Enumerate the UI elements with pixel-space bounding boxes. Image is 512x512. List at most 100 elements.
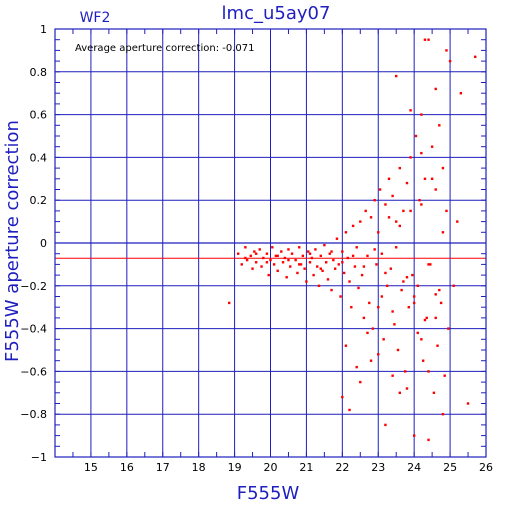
data-point: [314, 248, 317, 251]
data-point: [386, 284, 389, 287]
data-point: [355, 365, 358, 369]
x-tick-label: 22: [335, 461, 349, 474]
data-point: [412, 301, 416, 305]
data-point: [254, 252, 258, 255]
data-point: [348, 408, 351, 412]
data-point: [265, 261, 269, 264]
data-point: [298, 263, 301, 266]
data-point: [391, 374, 394, 377]
data-point: [402, 280, 405, 283]
y-tick-label: 0.2: [30, 194, 48, 207]
data-point: [389, 267, 393, 270]
y-tick-label: −0.4: [20, 323, 47, 336]
data-point: [307, 250, 310, 253]
data-point: [423, 318, 427, 322]
data-point: [387, 216, 391, 219]
data-point: [429, 263, 432, 266]
data-point: [447, 327, 450, 330]
data-point: [280, 250, 283, 253]
data-point: [395, 74, 398, 78]
data-point: [387, 177, 391, 180]
data-point: [438, 288, 441, 292]
data-point: [445, 49, 448, 52]
data-point: [400, 288, 403, 292]
data-point: [305, 280, 308, 283]
data-point: [402, 209, 405, 213]
data-point: [271, 246, 274, 249]
data-point: [438, 124, 441, 127]
data-point: [353, 265, 357, 268]
data-point: [312, 273, 315, 277]
data-point: [362, 316, 366, 320]
data-point: [430, 145, 434, 148]
data-point: [439, 301, 443, 305]
data-point: [310, 256, 314, 260]
data-point: [346, 256, 349, 260]
data-point: [396, 348, 400, 352]
data-points: [227, 38, 477, 442]
data-point: [371, 327, 375, 330]
data-point: [416, 331, 419, 335]
annotation-average: Average aperture correction: -0.071: [75, 43, 255, 54]
data-point: [423, 38, 427, 41]
data-point: [405, 387, 409, 390]
data-point: [434, 188, 437, 191]
data-point: [332, 258, 335, 262]
data-point: [287, 258, 290, 262]
data-point: [351, 254, 355, 258]
data-point: [285, 276, 288, 279]
x-tick-label: 26: [479, 461, 493, 474]
x-tick-label: 21: [299, 461, 313, 474]
data-point: [290, 252, 294, 255]
data-point: [407, 306, 410, 309]
data-point: [420, 203, 423, 206]
data-point: [258, 248, 261, 251]
data-point: [330, 250, 333, 253]
data-point: [244, 246, 247, 249]
data-point: [227, 301, 231, 305]
data-point: [299, 263, 303, 266]
data-point: [342, 271, 346, 275]
data-point: [236, 252, 240, 255]
data-point: [456, 220, 459, 223]
data-point: [281, 261, 285, 264]
data-point: [474, 55, 477, 59]
data-point: [427, 38, 430, 41]
data-point: [416, 284, 419, 287]
data-point: [260, 265, 263, 268]
data-point: [366, 254, 369, 258]
data-point: [251, 267, 254, 270]
data-point: [350, 306, 353, 309]
data-point: [240, 263, 243, 266]
data-point: [441, 413, 445, 416]
data-point: [308, 261, 312, 264]
data-point: [244, 256, 247, 260]
data-point: [276, 269, 279, 273]
data-point: [373, 199, 376, 202]
data-point: [375, 263, 378, 266]
y-axis-label: F555W aperture correction: [2, 120, 23, 362]
panel-label: WF2: [80, 10, 111, 26]
data-point: [434, 316, 437, 320]
data-point: [414, 134, 418, 138]
data-point: [395, 220, 398, 223]
data-point: [344, 344, 348, 347]
data-point: [423, 177, 427, 180]
x-tick-label: 18: [192, 461, 206, 474]
data-point: [308, 252, 312, 255]
data-point: [298, 246, 301, 249]
data-point: [434, 293, 437, 296]
data-point: [373, 248, 376, 251]
data-point: [377, 353, 380, 356]
data-point: [364, 209, 367, 213]
data-point: [341, 250, 344, 253]
data-point: [317, 284, 321, 287]
data-point: [262, 256, 265, 260]
data-point: [377, 231, 380, 234]
data-point: [420, 151, 423, 155]
x-tick-label: 16: [120, 461, 134, 474]
data-point: [341, 261, 344, 264]
data-point: [395, 246, 398, 249]
